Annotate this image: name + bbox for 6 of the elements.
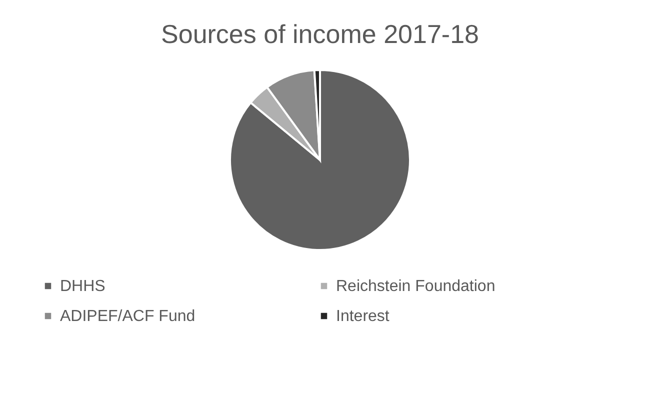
chart-title: Sources of income 2017-18 xyxy=(161,19,479,49)
legend-label: ADIPEF/ACF Fund xyxy=(60,308,196,325)
pie-slice xyxy=(229,69,411,251)
legend-label: Reichstein Foundation xyxy=(336,278,496,295)
legend-label: Interest xyxy=(336,308,390,325)
legend-label: DHHS xyxy=(60,278,106,295)
